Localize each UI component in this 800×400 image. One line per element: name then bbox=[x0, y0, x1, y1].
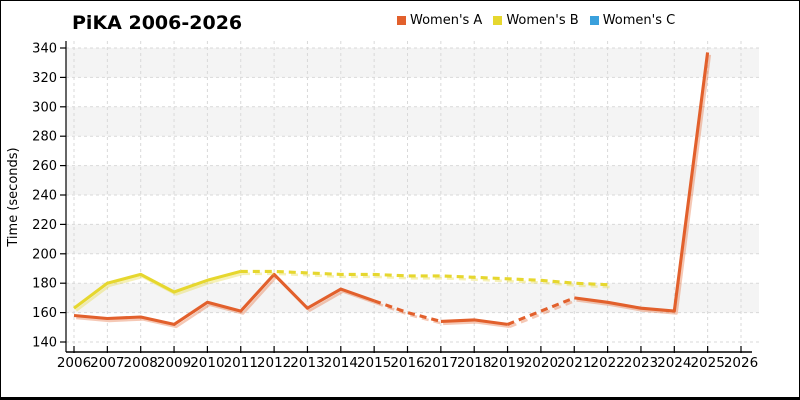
x-tick-label: 2006 bbox=[57, 355, 91, 371]
y-tick-label: 240 bbox=[32, 189, 57, 204]
x-tick-label: 2014 bbox=[324, 355, 358, 371]
y-tick-label: 260 bbox=[32, 159, 57, 174]
plot-band bbox=[66, 165, 759, 195]
x-tick-label: 2015 bbox=[357, 355, 391, 371]
y-axis-title: Time (seconds) bbox=[6, 147, 21, 247]
x-tick-label: 2010 bbox=[190, 355, 224, 371]
x-tick-label: 2020 bbox=[524, 355, 558, 371]
legend-swatch-icon bbox=[493, 16, 503, 25]
x-tick-label: 2019 bbox=[490, 355, 524, 371]
x-tick-label: 2013 bbox=[290, 355, 324, 371]
x-tick-label: 2022 bbox=[590, 355, 624, 371]
x-tick-label: 2018 bbox=[457, 355, 491, 371]
legend-item-2[interactable]: Women's B bbox=[493, 13, 579, 28]
plot-band bbox=[66, 48, 759, 78]
plot-band bbox=[66, 224, 759, 254]
legend-swatch-icon bbox=[589, 16, 599, 25]
series-women-s-a-shadow bbox=[76, 275, 377, 329]
x-tick-label: 2012 bbox=[257, 355, 291, 371]
x-tick-label: 2008 bbox=[124, 355, 158, 371]
series-women-s-b-line bbox=[240, 269, 608, 287]
y-tick-label: 160 bbox=[32, 306, 57, 321]
y-tick-label: 140 bbox=[32, 336, 57, 351]
x-tick-label: 2026 bbox=[724, 355, 758, 371]
y-tick-label: 320 bbox=[32, 71, 57, 86]
y-tick-label: 300 bbox=[32, 100, 57, 115]
x-tick-label: 2007 bbox=[90, 355, 124, 371]
series-women-s-a-line bbox=[574, 52, 710, 313]
y-tick-label: 220 bbox=[32, 218, 57, 233]
series-women-s-a-shadow bbox=[443, 320, 510, 329]
x-tick-label: 2009 bbox=[157, 355, 191, 371]
x-tick-label: 2024 bbox=[657, 355, 691, 371]
x-tick-label: 2021 bbox=[557, 355, 591, 371]
y-tick-label: 200 bbox=[32, 247, 57, 262]
legend: Women's A Women's B Women's C bbox=[397, 13, 675, 28]
plot-band bbox=[66, 106, 759, 137]
legend-item-1[interactable]: Women's A bbox=[397, 13, 482, 28]
series-women-s-a-line bbox=[440, 318, 508, 326]
x-tick-label: 2017 bbox=[424, 355, 458, 371]
legend-label: Women's A bbox=[410, 13, 483, 28]
x-tick-label: 2025 bbox=[690, 355, 724, 371]
legend-label: Women's C bbox=[602, 13, 676, 28]
x-tick-label: 2016 bbox=[390, 355, 424, 371]
x-tick-label: 2023 bbox=[624, 355, 658, 371]
series-women-s-a-line bbox=[73, 272, 375, 326]
series-women-s-b-shadow bbox=[243, 272, 610, 289]
legend-item-3[interactable]: Women's C bbox=[589, 13, 676, 28]
legend-label: Women's B bbox=[506, 13, 579, 28]
y-tick-label: 180 bbox=[32, 277, 57, 292]
legend-swatch-icon bbox=[397, 16, 406, 25]
series-women-s-b-line bbox=[73, 269, 242, 310]
chart-title: PiKA 2006-2026 bbox=[72, 12, 243, 34]
series-women-s-a-shadow bbox=[576, 54, 712, 315]
x-tick-label: 2011 bbox=[224, 355, 258, 371]
y-tick-label: 280 bbox=[32, 130, 57, 145]
y-tick-label: 340 bbox=[32, 42, 57, 57]
